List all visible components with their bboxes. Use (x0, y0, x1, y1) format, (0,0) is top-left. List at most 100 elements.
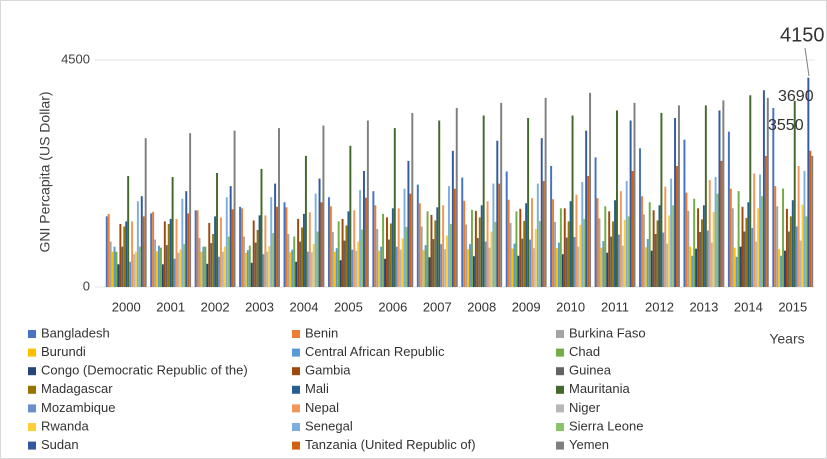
bar (633, 102, 636, 287)
bar (776, 206, 779, 287)
bar (739, 246, 742, 287)
bar (173, 258, 176, 287)
bar (115, 251, 118, 287)
bar (335, 248, 338, 287)
bar (312, 244, 315, 287)
bar (293, 236, 296, 287)
bar (799, 240, 802, 287)
bar (372, 191, 375, 287)
bar (254, 242, 257, 287)
x-tick-label: 2015 (778, 299, 807, 314)
bar (670, 178, 673, 287)
bar (807, 77, 810, 288)
bar (289, 252, 292, 287)
bar (229, 186, 232, 287)
bar (158, 245, 160, 287)
bar (606, 252, 609, 287)
bar (295, 261, 298, 287)
bar (787, 231, 790, 287)
legend-swatch (292, 330, 300, 338)
y-axis-title: GNI Percapita (US Dollar) (37, 91, 53, 252)
bar (695, 248, 698, 287)
bar (159, 247, 162, 287)
bar (395, 246, 398, 287)
bar (596, 198, 599, 287)
bar (687, 210, 690, 287)
bar (239, 206, 242, 287)
bar (444, 249, 447, 287)
bar (662, 232, 665, 287)
bar (727, 131, 730, 287)
bar (693, 198, 696, 287)
bar (384, 258, 387, 287)
bar (478, 217, 481, 287)
bar (517, 255, 520, 287)
bar (438, 120, 441, 288)
annotation: 3690 (778, 88, 814, 105)
x-tick-label: 2010 (556, 299, 585, 314)
bar (248, 245, 251, 287)
bar (276, 206, 279, 287)
bar (640, 196, 643, 287)
bar (403, 188, 406, 287)
legend-swatch (292, 348, 300, 357)
bar (795, 226, 798, 287)
bar (511, 248, 514, 287)
legend-swatch (292, 441, 300, 450)
bar (329, 206, 332, 287)
bar (187, 213, 190, 287)
bar (198, 238, 201, 287)
bar (575, 194, 578, 287)
bar (442, 205, 445, 287)
bar (424, 245, 427, 287)
bar (766, 97, 769, 287)
bar (270, 197, 273, 287)
x-tick-label: 2003 (245, 299, 274, 314)
legend-swatch (292, 385, 300, 394)
bar (780, 255, 783, 287)
bar (262, 254, 265, 287)
bar (577, 246, 580, 287)
bar (169, 218, 172, 287)
bar (109, 241, 112, 287)
legend-swatch (28, 385, 36, 394)
legend-label: Mali (305, 381, 329, 396)
bar (244, 252, 247, 287)
bar (339, 260, 342, 287)
bar (154, 239, 157, 287)
bar (683, 139, 686, 287)
legend-label: Madagascar (41, 381, 113, 396)
bar (111, 251, 114, 287)
bar (625, 181, 628, 287)
bar (430, 214, 433, 287)
y-tick-label: 4500 (61, 51, 90, 66)
bar (594, 157, 597, 287)
legend-swatch (556, 423, 564, 431)
x-tick-label: 2004 (290, 299, 319, 314)
bar (409, 193, 412, 287)
bar (463, 200, 466, 287)
bar (608, 211, 611, 287)
bar (418, 203, 421, 287)
bar (216, 172, 219, 287)
bar (183, 244, 186, 287)
legend-swatch (292, 404, 300, 413)
legend-label: Niger (569, 400, 601, 415)
bar (221, 251, 224, 287)
bar (304, 155, 307, 287)
bar (542, 181, 545, 287)
bar (619, 191, 622, 287)
legend-swatch (292, 367, 300, 376)
bar (486, 201, 489, 287)
legend-label: Yemen (569, 437, 609, 452)
legend-label: Guinea (569, 363, 612, 378)
x-tick-label: 2008 (467, 299, 496, 314)
bar (320, 202, 323, 287)
bar (474, 210, 477, 287)
bar (420, 226, 423, 287)
bar (656, 220, 659, 287)
bar (241, 208, 243, 287)
legend-swatch (28, 441, 36, 450)
bar (152, 211, 155, 287)
legend-swatch (28, 423, 36, 431)
